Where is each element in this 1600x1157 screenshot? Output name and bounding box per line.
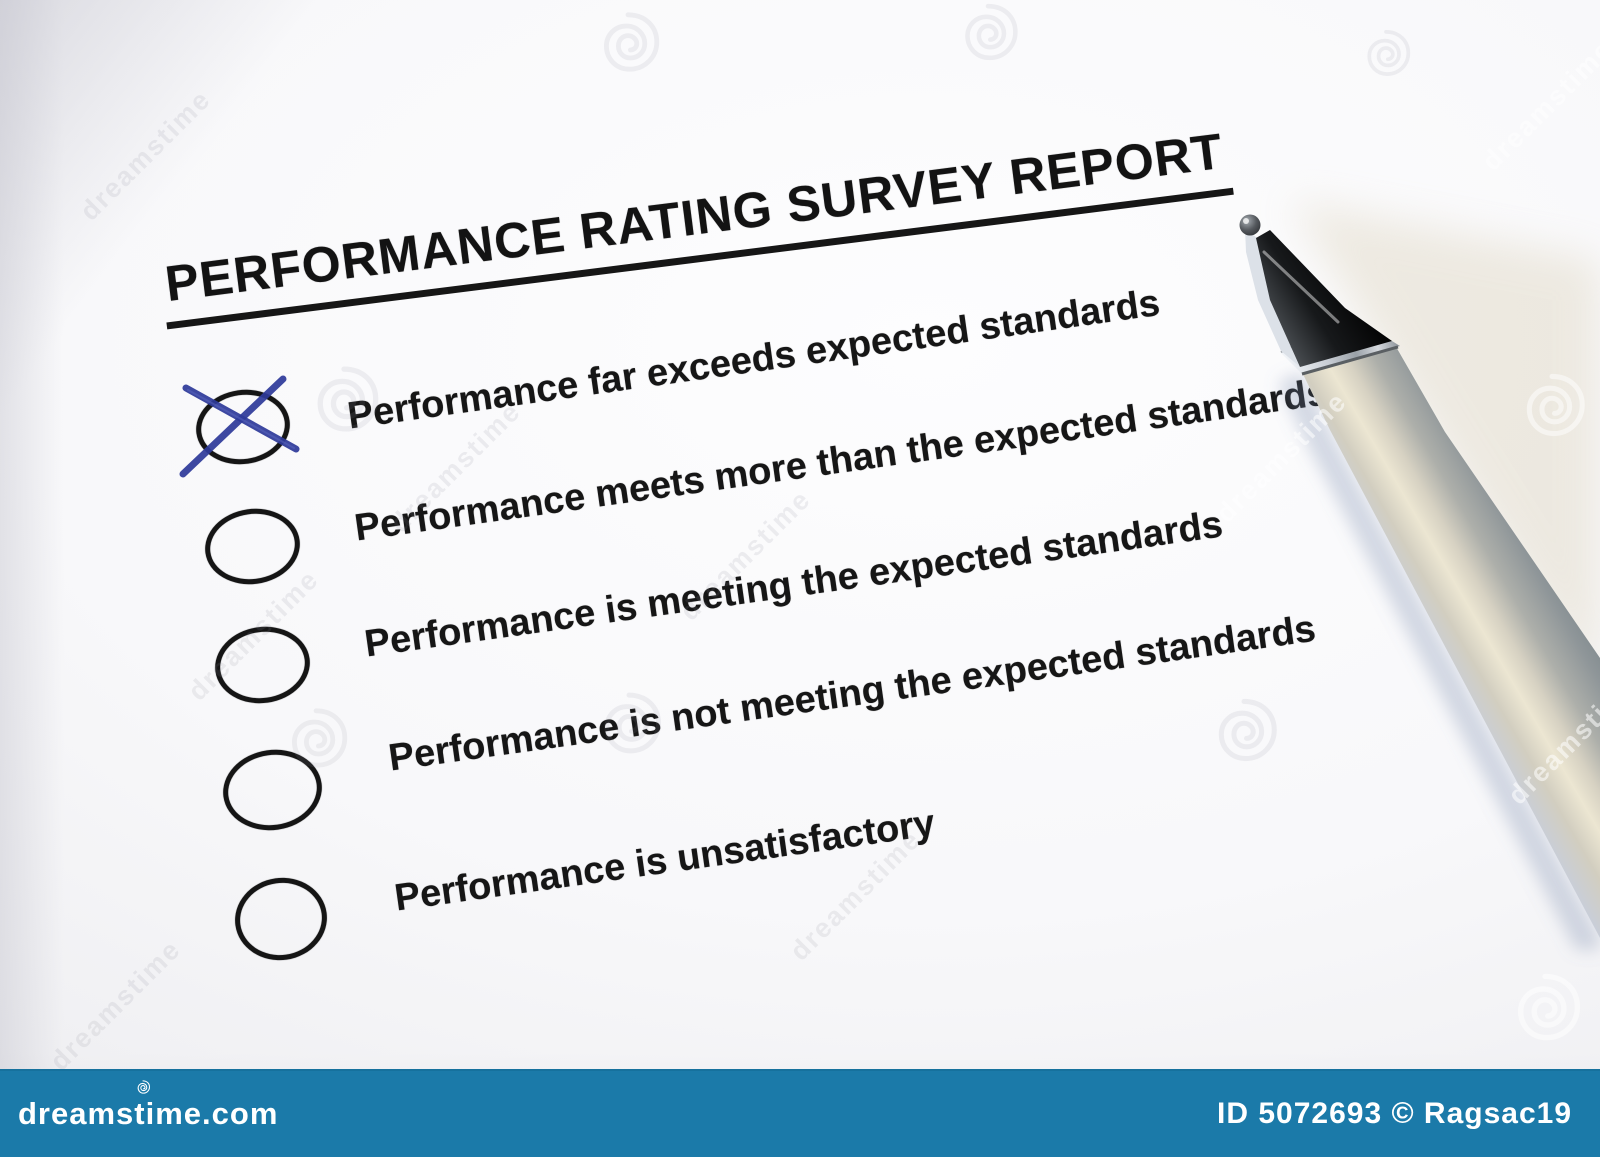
brand-logo: dreamstime.com [18,1080,279,1132]
pen-barrel [1302,345,1600,938]
brand-logo-text: dreamstime.com [18,1096,279,1131]
pen-tip-chrome [1245,228,1299,366]
selected-x-mark [179,375,300,478]
pen-ball-tip [1239,214,1261,236]
pen-shadow [1278,372,1600,950]
credit-bar: dreamstime.com ID 5072693 © Ragsac19 [0,1069,1600,1157]
image-credit: ID 5072693 © Ragsac19 [1217,1097,1572,1130]
brand-logo-spiral-icon [137,1080,151,1094]
pen-grip-cone [1256,230,1392,367]
